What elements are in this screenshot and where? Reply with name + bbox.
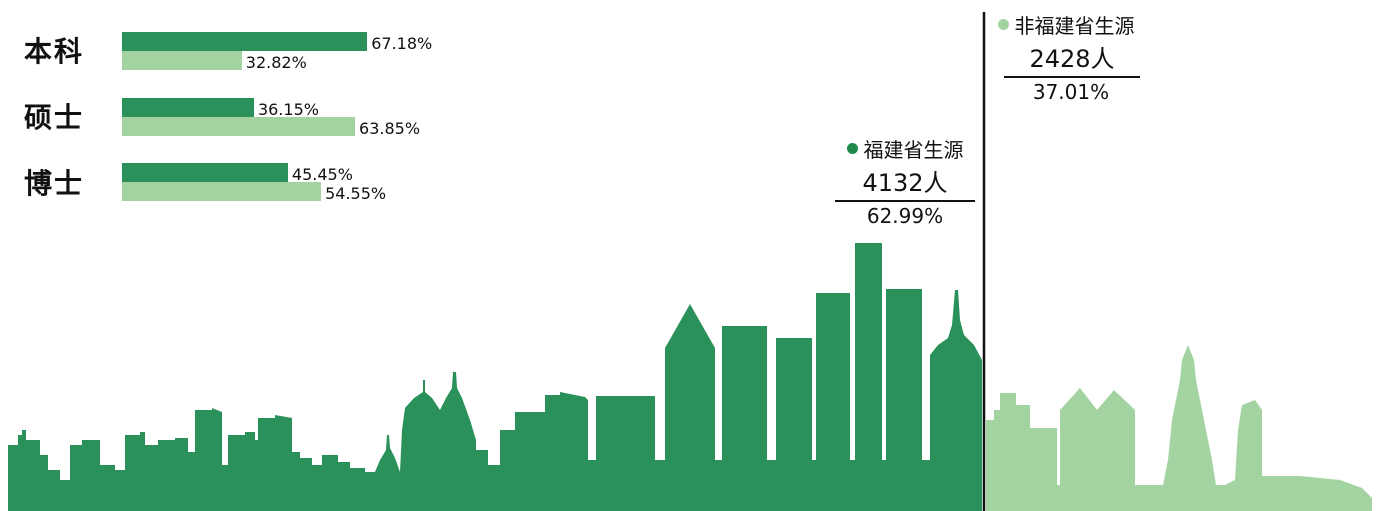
fujian-skyline <box>8 243 982 511</box>
label-bachelor-fujian: 67.18% <box>371 34 433 53</box>
fujian-total-share: 62.99% <box>866 204 944 228</box>
non-fujian-total-share: 37.01% <box>1032 80 1110 104</box>
label-bachelor-non-fujian: 32.82% <box>245 53 307 72</box>
bar-doctor-fujian <box>122 163 288 182</box>
non-fujian-total-count: 2428人 <box>1004 39 1140 78</box>
fujian-total-title: 福建省生源 <box>835 134 975 163</box>
bar-bachelor-non-fujian <box>122 51 242 70</box>
fujian-legend-dot <box>846 143 858 154</box>
fujian-total-block: 福建省生源 4132人 62.99% <box>835 134 975 228</box>
non-fujian-total-name: 非福建省生源 <box>1014 14 1135 38</box>
degree-label-doctor: 博士 <box>24 167 85 200</box>
non-fujian-total-block: 非福建省生源 2428人 37.01% <box>986 10 1146 104</box>
bar-bachelor-fujian <box>122 32 368 51</box>
degree-label-bachelor: 本科 <box>24 35 85 68</box>
fujian-total-count: 4132人 <box>835 163 975 202</box>
label-doctor-fujian: 45.45% <box>291 165 353 184</box>
fujian-total-name: 福建省生源 <box>863 138 964 162</box>
label-doctor-non-fujian: 54.55% <box>325 184 387 203</box>
bar-doctor-non-fujian <box>122 182 322 201</box>
label-master-fujian: 36.15% <box>257 100 319 119</box>
non-fujian-total-title: 非福建省生源 <box>986 10 1146 39</box>
non-fujian-legend-dot <box>997 19 1009 30</box>
bar-master-non-fujian <box>122 117 356 136</box>
label-master-non-fujian: 63.85% <box>359 119 421 138</box>
bar-master-fujian <box>122 98 254 117</box>
degree-label-master: 硕士 <box>24 101 85 134</box>
non-fujian-skyline <box>986 345 1372 511</box>
